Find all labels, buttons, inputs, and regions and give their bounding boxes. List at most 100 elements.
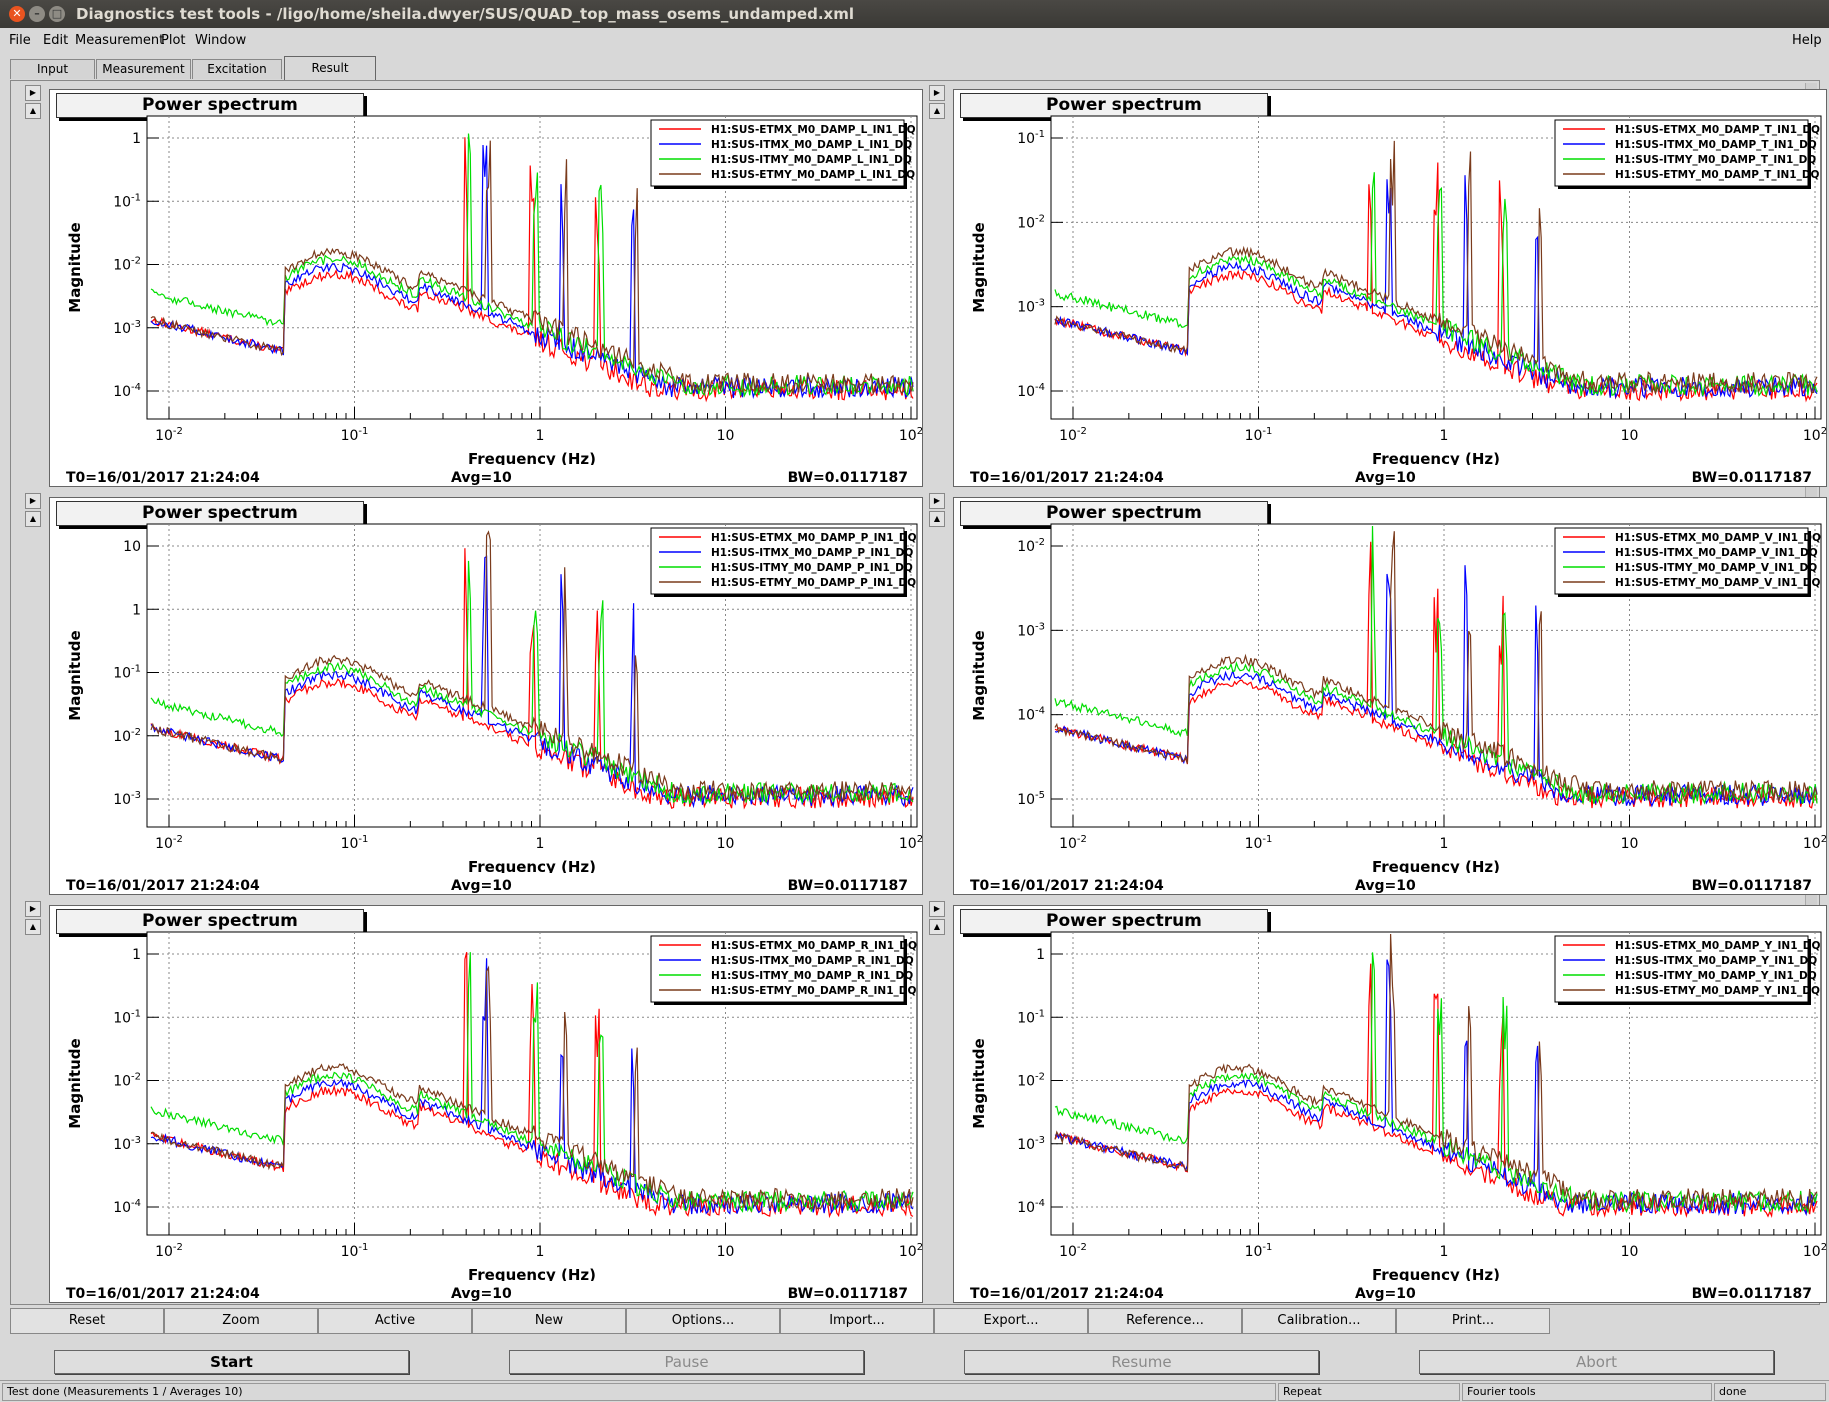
x-tick-label: 102	[899, 834, 923, 852]
pause-button[interactable]: Pause	[509, 1350, 864, 1374]
tab-excitation[interactable]: Excitation	[192, 59, 282, 79]
spectrum-trace	[150, 530, 914, 804]
y-tick-label: 10-2	[1017, 213, 1045, 231]
toolbar-button-print[interactable]: Print...	[1396, 1308, 1550, 1334]
toolbar-button-reset[interactable]: Reset	[10, 1308, 164, 1334]
y-tick-label: 10-4	[1017, 382, 1045, 400]
y-tick-label: 10-3	[113, 319, 141, 337]
maximize-icon[interactable]: □	[49, 6, 65, 22]
spectrum-trace	[1054, 933, 1818, 1211]
plot-toolbar: Reset Zoom Active New Options... Import... Exp…	[10, 1306, 1822, 1336]
tab-result[interactable]: Result	[284, 56, 376, 80]
plot-panel: ▶ ▲ Power spectrum 10-2 10-1 1 10 102 10-4 10-3 10…	[21, 901, 933, 1307]
minimize-icon[interactable]: –	[29, 6, 45, 22]
menu-help[interactable]: Help	[1792, 33, 1822, 48]
panel-next-button[interactable]: ▶	[25, 493, 41, 509]
abort-button[interactable]: Abort	[1419, 1350, 1774, 1374]
y-axis-label: Magnitude	[66, 1038, 84, 1128]
spectrum-trace	[150, 958, 914, 1215]
title-bar: ✕ – □ Diagnostics test tools - /ligo/hom…	[0, 0, 1829, 28]
menu-measurement[interactable]: Measurement	[75, 33, 165, 48]
tab-measurement[interactable]: Measurement	[96, 59, 191, 79]
panel-next-button[interactable]: ▶	[25, 901, 41, 917]
legend-entry: H1:SUS-ETMX_M0_DAMP_L_IN1_DQ	[711, 124, 916, 136]
panel-up-button[interactable]: ▲	[25, 511, 41, 527]
x-tick-label: 1	[1440, 1244, 1449, 1260]
toolbar-button-active[interactable]: Active	[318, 1308, 472, 1334]
plot-title: Power spectrum	[56, 909, 364, 934]
panel-up-button[interactable]: ▲	[929, 103, 945, 119]
tab-bar: Input Measurement Excitation Result	[10, 56, 1820, 80]
resume-button[interactable]: Resume	[964, 1350, 1319, 1374]
x-tick-label: 10	[1621, 1244, 1639, 1260]
spectrum-trace	[1054, 531, 1818, 803]
panel-up-button[interactable]: ▲	[25, 103, 41, 119]
plot-panel: ▶ ▲ Power spectrum 10-2 10-1 1 10 102 10-4 10-3 10…	[925, 85, 1829, 491]
toolbar-button-calibration[interactable]: Calibration...	[1242, 1308, 1396, 1334]
plot-bw: BW=0.0117187	[1691, 1286, 1812, 1302]
tab-input[interactable]: Input	[10, 59, 95, 79]
y-tick-label: 10-4	[1017, 1198, 1045, 1216]
legend-entry: H1:SUS-ETMY_M0_DAMP_Y_IN1_DQ	[1615, 985, 1820, 997]
spectrum-plot[interactable]: 10-2 10-1 1 10 102 10-4 10-3 10-2 10-1 Frequency …	[954, 90, 1828, 465]
y-tick-label: 10-3	[1017, 1135, 1045, 1153]
legend-box	[650, 527, 905, 595]
spectrum-plot[interactable]: 10-2 10-1 1 10 102 10-4 10-3 10-2 10-1 1 Frequency…	[954, 906, 1828, 1281]
y-tick-label: 10-2	[113, 727, 141, 745]
panel-next-button[interactable]: ▶	[929, 901, 945, 917]
x-tick-label: 10	[1621, 836, 1639, 852]
spectrum-plot[interactable]: 10-2 10-1 1 10 102 10-4 10-3 10-2 10-1 1 Frequency…	[50, 906, 924, 1281]
panel-up-button[interactable]: ▲	[25, 919, 41, 935]
menu-edit[interactable]: Edit	[43, 33, 69, 48]
spectrum-trace	[1054, 162, 1818, 403]
toolbar-button-zoom[interactable]: Zoom	[164, 1308, 318, 1334]
y-tick-label: 10-1	[113, 1008, 141, 1026]
plot-frame: Power spectrum 10-2 10-1 1 10 102 10-4 10-3 10-2…	[49, 905, 923, 1303]
spectrum-plot[interactable]: 10-2 10-1 1 10 102 10-3 10-2 10-1 1 10 Frequency (…	[50, 498, 924, 873]
plot-avg: Avg=10	[1355, 470, 1416, 486]
panel-up-button[interactable]: ▲	[929, 919, 945, 935]
plot-bw: BW=0.0117187	[787, 878, 908, 894]
legend-entry: H1:SUS-ETMX_M0_DAMP_R_IN1_DQ	[711, 940, 917, 952]
status-repeat: Repeat	[1278, 1383, 1460, 1401]
spectrum-plot[interactable]: 10-2 10-1 1 10 102 10-5 10-4 10-3 10-2 Frequency …	[954, 498, 1828, 873]
plot-avg: Avg=10	[451, 470, 512, 486]
y-tick-label: 10-1	[113, 192, 141, 210]
plot-panel: ▶ ▲ Power spectrum 10-2 10-1 1 10 102 10-4 10-3 10…	[925, 901, 1829, 1307]
plot-frame: Power spectrum 10-2 10-1 1 10 102 10-4 10-3 10-2…	[953, 905, 1827, 1303]
close-icon[interactable]: ✕	[9, 6, 25, 22]
panel-next-button[interactable]: ▶	[929, 493, 945, 509]
legend-entry: H1:SUS-ITMY_M0_DAMP_T_IN1_DQ	[1615, 154, 1816, 166]
menu-window[interactable]: Window	[195, 33, 247, 48]
toolbar-button-options[interactable]: Options...	[626, 1308, 780, 1334]
plot-t0: T0=16/01/2017 21:24:04	[66, 470, 260, 486]
plot-t0: T0=16/01/2017 21:24:04	[66, 878, 260, 894]
legend-entry: H1:SUS-ETMX_M0_DAMP_P_IN1_DQ	[711, 532, 917, 544]
panel-next-button[interactable]: ▶	[25, 85, 41, 101]
plot-frame: Power spectrum 10-2 10-1 1 10 102 10-4 10-3 10-2…	[953, 89, 1827, 487]
legend-entry: H1:SUS-ETMY_M0_DAMP_R_IN1_DQ	[711, 985, 916, 997]
legend-entry: H1:SUS-ETMX_M0_DAMP_T_IN1_DQ	[1615, 124, 1820, 136]
panel-next-button[interactable]: ▶	[929, 85, 945, 101]
spectrum-plot[interactable]: 10-2 10-1 1 10 102 10-4 10-3 10-2 10-1 1 Frequency…	[50, 90, 924, 465]
y-tick-label: 10	[123, 539, 141, 555]
spectrum-trace	[1054, 963, 1818, 1219]
legend: H1:SUS-ETMX_M0_DAMP_Y_IN1_DQ H1:SUS-ITMX_…	[1554, 935, 1820, 1005]
x-tick-label: 10-1	[1245, 834, 1273, 852]
x-axis-label: Frequency (Hz)	[468, 450, 596, 465]
start-button[interactable]: Start	[54, 1350, 409, 1374]
legend-entry: H1:SUS-ITMX_M0_DAMP_V_IN1_DQ	[1615, 547, 1818, 559]
y-tick-label: 10-3	[1017, 298, 1045, 316]
x-tick-label: 102	[899, 426, 923, 444]
toolbar-button-new[interactable]: New	[472, 1308, 626, 1334]
legend-entry: H1:SUS-ITMY_M0_DAMP_R_IN1_DQ	[711, 970, 913, 982]
toolbar-button-reference[interactable]: Reference...	[1088, 1308, 1242, 1334]
toolbar-button-import[interactable]: Import...	[780, 1308, 934, 1334]
panel-up-button[interactable]: ▲	[929, 511, 945, 527]
x-tick-label: 10-1	[341, 1242, 369, 1260]
y-tick-label: 10-2	[113, 256, 141, 274]
toolbar-button-export[interactable]: Export...	[934, 1308, 1088, 1334]
menu-plot[interactable]: Plot	[161, 33, 186, 48]
plot-bw: BW=0.0117187	[787, 470, 908, 486]
menu-file[interactable]: File	[9, 33, 31, 48]
